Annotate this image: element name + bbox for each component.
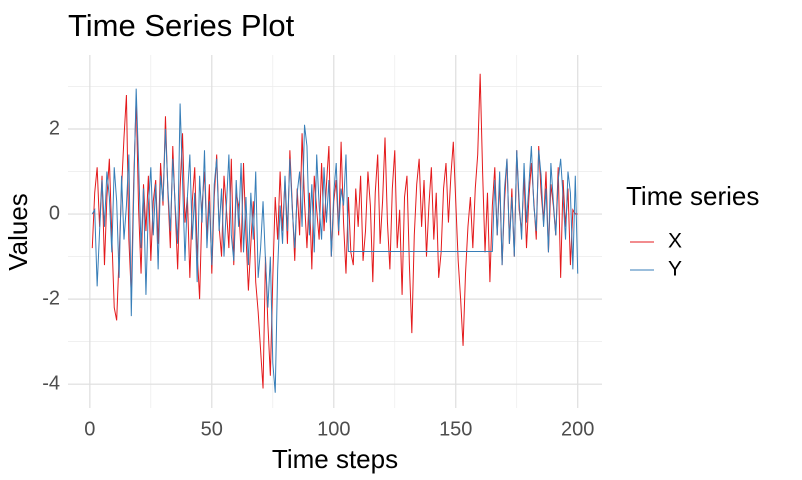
- x-tick-label: 200: [561, 418, 594, 440]
- x-tick-label: 100: [317, 418, 350, 440]
- y-tick-label: 2: [49, 117, 60, 139]
- x-tick-label: 150: [439, 418, 472, 440]
- y-tick-label: -2: [42, 287, 60, 309]
- plot-area: [91, 73, 579, 393]
- series-line: [91, 73, 578, 389]
- y-tick-label: -4: [42, 372, 60, 394]
- legend-title: Time series: [626, 181, 759, 211]
- series-line: [91, 88, 579, 393]
- x-tick-label: 0: [84, 418, 95, 440]
- grid: [68, 55, 602, 408]
- x-tick-label: 50: [201, 418, 223, 440]
- legend-label: X: [668, 230, 682, 253]
- y-tick-label: 0: [49, 202, 60, 224]
- legend-label: Y: [668, 258, 682, 281]
- chart-title: Time Series Plot: [68, 8, 295, 43]
- y-axis-title: Values: [3, 193, 33, 271]
- x-axis-title: Time steps: [272, 444, 398, 474]
